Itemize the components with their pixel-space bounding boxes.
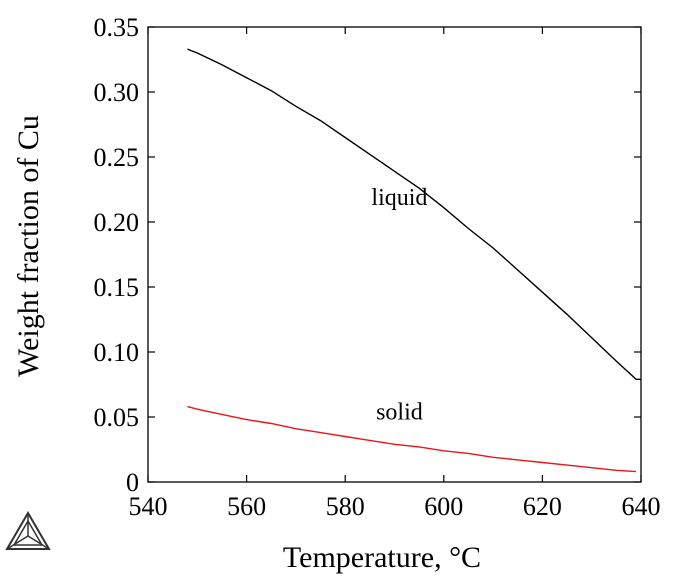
y-tick-label: 0.05	[94, 403, 140, 432]
y-tick-label: 0.20	[94, 208, 140, 237]
x-axis-title: Temperature, °C	[283, 541, 481, 574]
y-axis: 0 0.05 0.10 0.15 0.20 0.25 0.30 0.35	[94, 13, 641, 497]
y-tick-label: 0.25	[94, 143, 140, 172]
thermocalc-triangle-icon	[5, 511, 51, 550]
y-axis-title: Weight fraction of Cu	[12, 115, 45, 377]
annotation-liquid: liquid	[371, 185, 427, 211]
annotation-solid: solid	[376, 400, 423, 426]
y-tick-label: 0.10	[94, 338, 140, 367]
x-tick-label: 620	[523, 492, 562, 521]
x-tick-label: 640	[622, 492, 661, 521]
x-axis: 540 560 580 600 620 640	[129, 27, 661, 521]
x-tick-label: 580	[326, 492, 365, 521]
x-tick-label: 560	[227, 492, 266, 521]
y-tick-label: 0.15	[94, 273, 140, 302]
y-tick-label: 0.30	[94, 78, 140, 107]
series-layer	[187, 48, 641, 473]
plot-area	[147, 26, 642, 483]
y-tick-label: 0	[126, 468, 139, 497]
annotations: liquid solid	[371, 185, 427, 426]
series-liquid-line	[187, 48, 641, 380]
x-tick-label: 540	[129, 492, 168, 521]
x-tick-label: 600	[424, 492, 463, 521]
plot-border	[147, 26, 642, 483]
y-tick-label: 0.35	[94, 13, 140, 42]
series-solid-line	[187, 405, 637, 473]
